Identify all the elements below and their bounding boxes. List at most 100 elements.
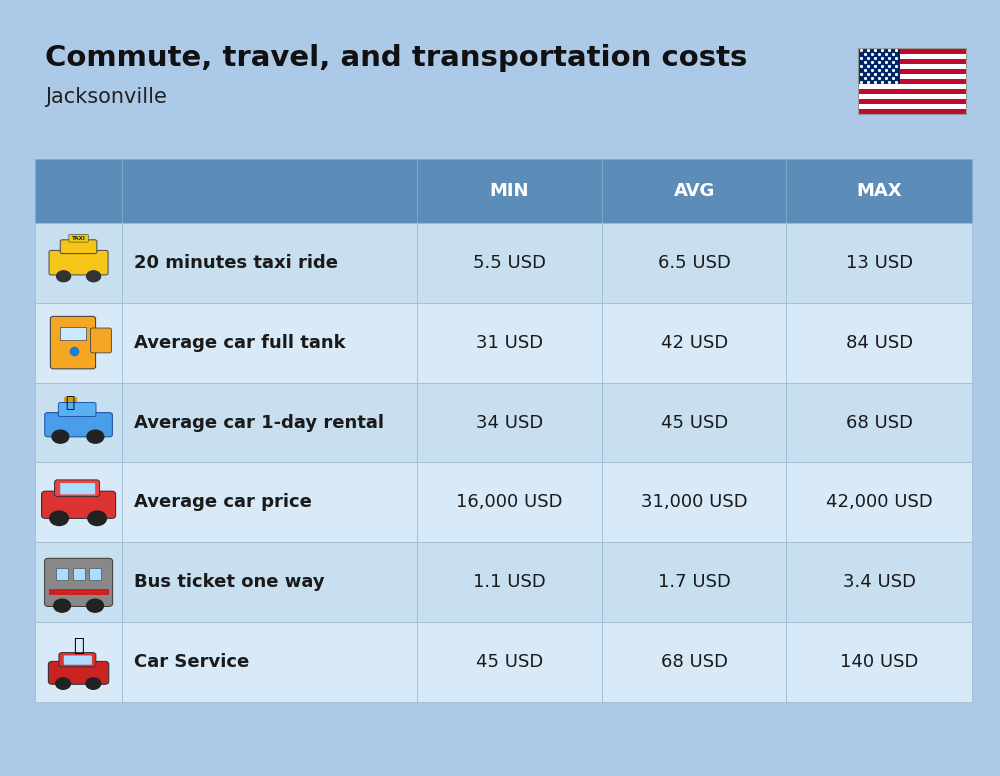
Circle shape — [52, 430, 69, 443]
Bar — [417, 383, 602, 462]
Bar — [122, 383, 417, 462]
Bar — [602, 223, 786, 303]
Bar — [122, 622, 417, 702]
Text: 3.4 USD: 3.4 USD — [843, 573, 916, 591]
FancyBboxPatch shape — [59, 653, 96, 667]
Bar — [786, 462, 972, 542]
FancyBboxPatch shape — [49, 251, 108, 275]
Text: 45 USD: 45 USD — [661, 414, 728, 431]
Bar — [858, 109, 966, 114]
Text: Jacksonville: Jacksonville — [45, 87, 167, 107]
Bar — [35, 462, 122, 542]
Text: 6.5 USD: 6.5 USD — [658, 254, 731, 272]
Bar — [417, 159, 602, 223]
FancyBboxPatch shape — [45, 558, 113, 606]
Text: Car Service: Car Service — [134, 653, 249, 671]
Text: 31,000 USD: 31,000 USD — [641, 494, 747, 511]
Bar — [602, 159, 786, 223]
Bar — [602, 303, 786, 383]
Text: 1.7 USD: 1.7 USD — [658, 573, 731, 591]
Text: Average car price: Average car price — [134, 494, 312, 511]
Bar — [602, 622, 786, 702]
Text: MAX: MAX — [856, 182, 902, 200]
FancyBboxPatch shape — [64, 656, 92, 665]
Circle shape — [56, 678, 70, 689]
Bar — [602, 542, 786, 622]
Text: 16,000 USD: 16,000 USD — [456, 494, 563, 511]
Bar — [858, 79, 966, 84]
Text: 31 USD: 31 USD — [476, 334, 543, 352]
Bar — [35, 542, 122, 622]
Bar — [122, 223, 417, 303]
Bar — [858, 89, 966, 94]
Bar — [786, 223, 972, 303]
Bar — [35, 223, 122, 303]
Bar — [122, 542, 417, 622]
FancyBboxPatch shape — [45, 413, 112, 437]
Text: 42,000 USD: 42,000 USD — [826, 494, 933, 511]
Text: 20 minutes taxi ride: 20 minutes taxi ride — [134, 254, 338, 272]
FancyBboxPatch shape — [55, 480, 100, 497]
Text: Average car full tank: Average car full tank — [134, 334, 346, 352]
Bar — [35, 383, 122, 462]
Bar — [786, 303, 972, 383]
Bar — [122, 462, 417, 542]
Bar — [417, 462, 602, 542]
Text: 5.5 USD: 5.5 USD — [473, 254, 546, 272]
FancyBboxPatch shape — [69, 234, 88, 242]
Text: AVG: AVG — [673, 182, 715, 200]
Circle shape — [57, 271, 71, 282]
Bar — [35, 622, 122, 702]
Bar — [73, 568, 85, 580]
Bar — [122, 159, 417, 223]
Text: Bus ticket one way: Bus ticket one way — [134, 573, 325, 591]
Text: MIN: MIN — [490, 182, 529, 200]
Text: 🔧: 🔧 — [66, 396, 75, 411]
Bar — [602, 462, 786, 542]
Text: 68 USD: 68 USD — [661, 653, 728, 671]
Text: 140 USD: 140 USD — [840, 653, 918, 671]
Text: 34 USD: 34 USD — [476, 414, 543, 431]
Bar — [786, 383, 972, 462]
Bar — [49, 590, 109, 595]
Circle shape — [87, 271, 101, 282]
Bar — [858, 69, 966, 74]
FancyBboxPatch shape — [60, 240, 97, 254]
Circle shape — [86, 678, 101, 689]
FancyBboxPatch shape — [48, 661, 109, 684]
Bar — [858, 99, 966, 104]
FancyBboxPatch shape — [50, 317, 96, 369]
Bar — [60, 327, 86, 341]
Bar — [858, 48, 900, 84]
Text: 🔧: 🔧 — [73, 637, 84, 655]
Bar — [858, 48, 966, 54]
Bar — [858, 64, 966, 69]
Circle shape — [88, 511, 106, 525]
FancyBboxPatch shape — [91, 328, 111, 353]
Text: 42 USD: 42 USD — [661, 334, 728, 352]
Bar — [858, 59, 966, 64]
Bar — [858, 94, 966, 99]
Bar — [35, 303, 122, 383]
Bar — [786, 622, 972, 702]
Bar — [858, 54, 966, 59]
FancyBboxPatch shape — [42, 491, 116, 518]
Text: TAXI: TAXI — [72, 236, 86, 241]
Bar — [122, 303, 417, 383]
Bar — [56, 568, 68, 580]
Bar — [858, 84, 966, 89]
Bar — [858, 104, 966, 109]
Circle shape — [87, 430, 104, 443]
Circle shape — [87, 599, 103, 612]
Text: 68 USD: 68 USD — [846, 414, 913, 431]
Text: 45 USD: 45 USD — [476, 653, 543, 671]
Bar — [417, 622, 602, 702]
FancyBboxPatch shape — [60, 483, 95, 494]
Text: 1.1 USD: 1.1 USD — [473, 573, 546, 591]
Bar — [417, 542, 602, 622]
Text: 84 USD: 84 USD — [846, 334, 913, 352]
Bar — [35, 159, 122, 223]
Text: Commute, travel, and transportation costs: Commute, travel, and transportation cost… — [45, 44, 747, 72]
Text: 13 USD: 13 USD — [846, 254, 913, 272]
Bar — [89, 568, 101, 580]
